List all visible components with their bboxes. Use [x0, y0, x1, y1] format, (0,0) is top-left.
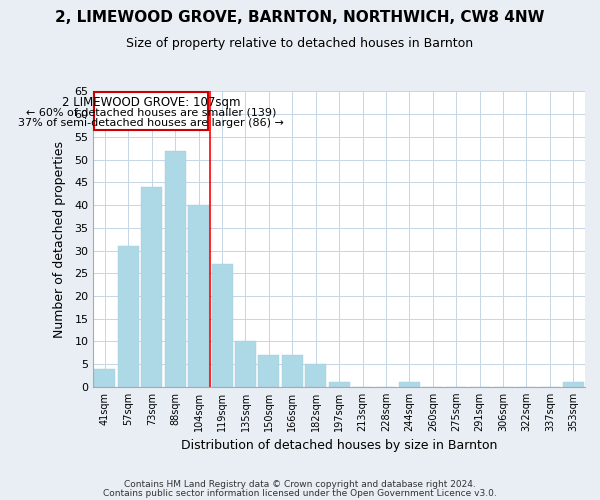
Y-axis label: Number of detached properties: Number of detached properties: [53, 140, 66, 338]
X-axis label: Distribution of detached houses by size in Barnton: Distribution of detached houses by size …: [181, 440, 497, 452]
Bar: [399, 382, 420, 387]
Text: Contains public sector information licensed under the Open Government Licence v3: Contains public sector information licen…: [103, 488, 497, 498]
Bar: [563, 382, 584, 387]
Text: Size of property relative to detached houses in Barnton: Size of property relative to detached ho…: [127, 38, 473, 51]
Bar: [188, 205, 209, 387]
Text: 37% of semi-detached houses are larger (86) →: 37% of semi-detached houses are larger (…: [18, 118, 284, 128]
Bar: [94, 92, 208, 130]
Bar: [329, 382, 350, 387]
Bar: [259, 355, 280, 387]
Bar: [235, 342, 256, 387]
Bar: [94, 368, 115, 387]
Bar: [118, 246, 139, 387]
Bar: [212, 264, 233, 387]
Text: 2, LIMEWOOD GROVE, BARNTON, NORTHWICH, CW8 4NW: 2, LIMEWOOD GROVE, BARNTON, NORTHWICH, C…: [55, 10, 545, 25]
Text: ← 60% of detached houses are smaller (139): ← 60% of detached houses are smaller (13…: [26, 108, 276, 118]
Bar: [282, 355, 303, 387]
Bar: [141, 187, 163, 387]
Text: Contains HM Land Registry data © Crown copyright and database right 2024.: Contains HM Land Registry data © Crown c…: [124, 480, 476, 489]
Bar: [164, 150, 186, 387]
Text: 2 LIMEWOOD GROVE: 107sqm: 2 LIMEWOOD GROVE: 107sqm: [62, 96, 241, 110]
Bar: [305, 364, 326, 387]
